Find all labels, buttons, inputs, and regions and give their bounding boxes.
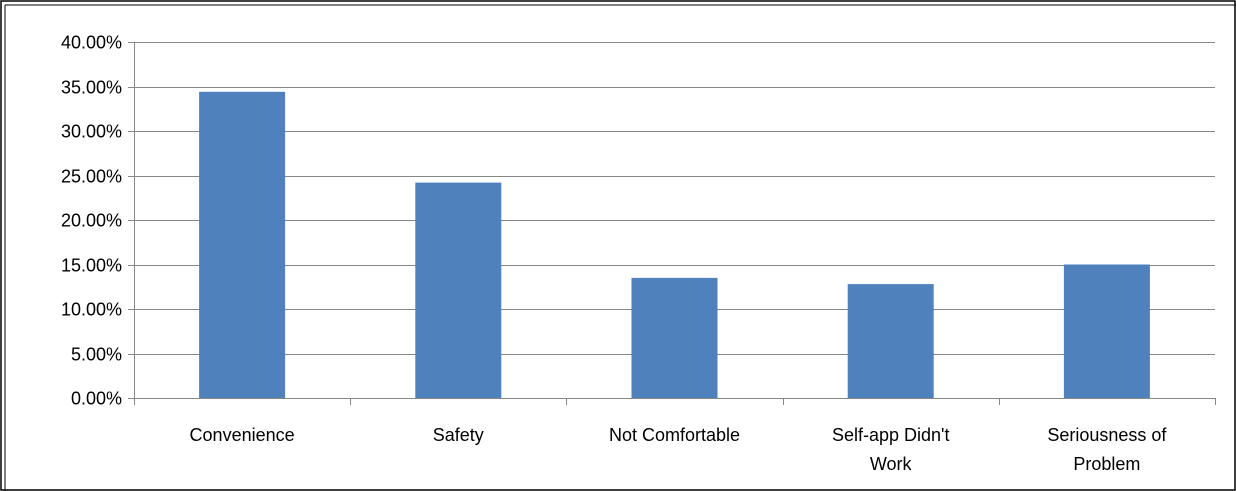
bar bbox=[199, 91, 286, 399]
x-tick-label: Safety bbox=[433, 425, 484, 445]
y-axis-tick-labels: 0.00% 5.00% 10.00% 15.00% 20.00% 25.00% 30.00%… bbox=[61, 33, 122, 409]
y-tick-label: 30.00% bbox=[61, 122, 122, 142]
y-tick-label: 0.00% bbox=[71, 389, 122, 409]
y-tick-label: 15.00% bbox=[61, 256, 122, 276]
axes bbox=[128, 42, 1216, 405]
gridlines bbox=[134, 42, 1215, 355]
bar bbox=[847, 284, 934, 398]
y-tick-label: 25.00% bbox=[61, 167, 122, 187]
y-tick-label: 40.00% bbox=[61, 33, 122, 53]
x-tick-label: Self-app Didn't Work bbox=[832, 425, 950, 474]
y-tick-label: 20.00% bbox=[61, 211, 122, 231]
y-tick-label: 5.00% bbox=[71, 345, 122, 365]
bars bbox=[199, 91, 1150, 399]
x-tick-label: Seriousness of Problem bbox=[1047, 425, 1167, 474]
bar bbox=[415, 182, 502, 398]
bar bbox=[1063, 264, 1150, 398]
bar bbox=[631, 277, 718, 398]
x-axis-tick-labels: Convenience Safety Not Comfortable Self-app… bbox=[190, 425, 1168, 474]
y-tick-label: 35.00% bbox=[61, 78, 122, 98]
y-tick-label: 10.00% bbox=[61, 300, 122, 320]
x-tick-label: Convenience bbox=[190, 425, 295, 445]
x-tick-label: Not Comfortable bbox=[609, 425, 740, 445]
